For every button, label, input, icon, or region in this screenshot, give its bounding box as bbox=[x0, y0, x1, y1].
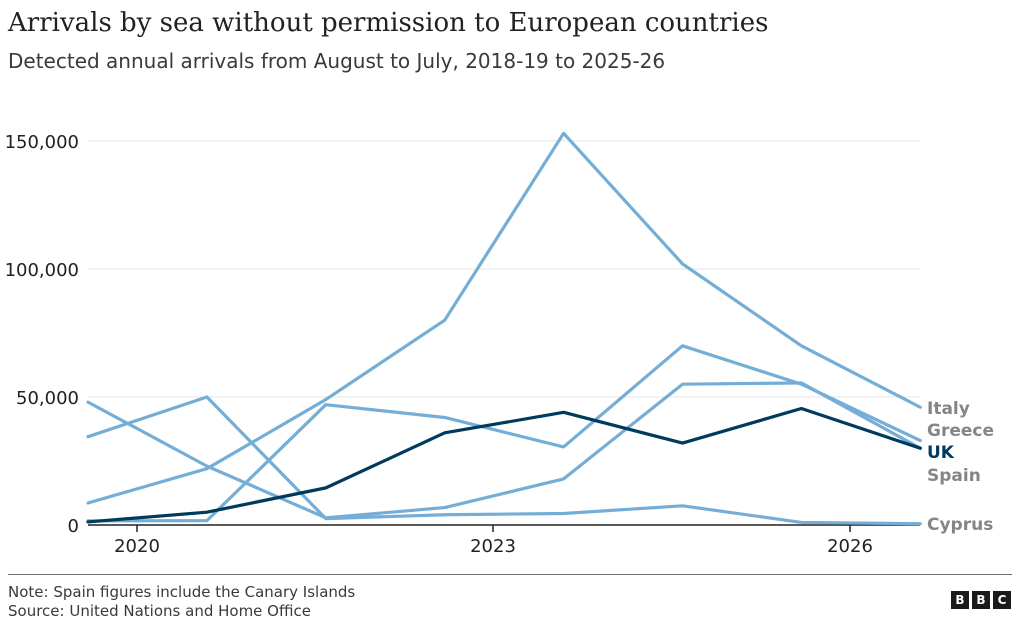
series-label-italy: Italy bbox=[927, 399, 970, 419]
x-tick-label: 2023 bbox=[470, 536, 516, 557]
chart-subtitle: Detected annual arrivals from August to … bbox=[8, 49, 666, 73]
series-label-uk: UK bbox=[927, 443, 955, 463]
chart-title: Arrivals by sea without permission to Eu… bbox=[8, 8, 769, 38]
y-tick-label: 0 bbox=[68, 516, 79, 537]
chart-source: Source: United Nations and Home Office bbox=[8, 602, 311, 620]
series-line-spain bbox=[86, 395, 922, 526]
line-chart: 0 50,000 100,000 150,000 2020 2023 2026 Italy… bbox=[5, 131, 994, 557]
y-tick-label: 100,000 bbox=[5, 260, 79, 281]
chart-note: Note: Spain figures include the Canary I… bbox=[8, 583, 356, 601]
series-label-cyprus: Cyprus bbox=[927, 515, 993, 535]
x-tick-label: 2026 bbox=[827, 536, 873, 557]
series-line-cyprus bbox=[86, 344, 922, 523]
bbc-logo: B B C bbox=[951, 591, 1011, 609]
logo-letter: C bbox=[993, 591, 1011, 609]
series-line-greece bbox=[86, 381, 922, 520]
footer-divider bbox=[8, 574, 1012, 575]
logo-letter: B bbox=[972, 591, 990, 609]
series-line-uk bbox=[86, 406, 922, 524]
y-tick-label: 50,000 bbox=[16, 388, 79, 409]
x-tick-label: 2020 bbox=[114, 536, 160, 557]
y-tick-label: 150,000 bbox=[5, 132, 79, 153]
series-label-spain: Spain bbox=[927, 466, 981, 486]
logo-letter: B bbox=[951, 591, 969, 609]
series-line-italy bbox=[86, 131, 922, 505]
series-label-greece: Greece bbox=[927, 421, 994, 441]
